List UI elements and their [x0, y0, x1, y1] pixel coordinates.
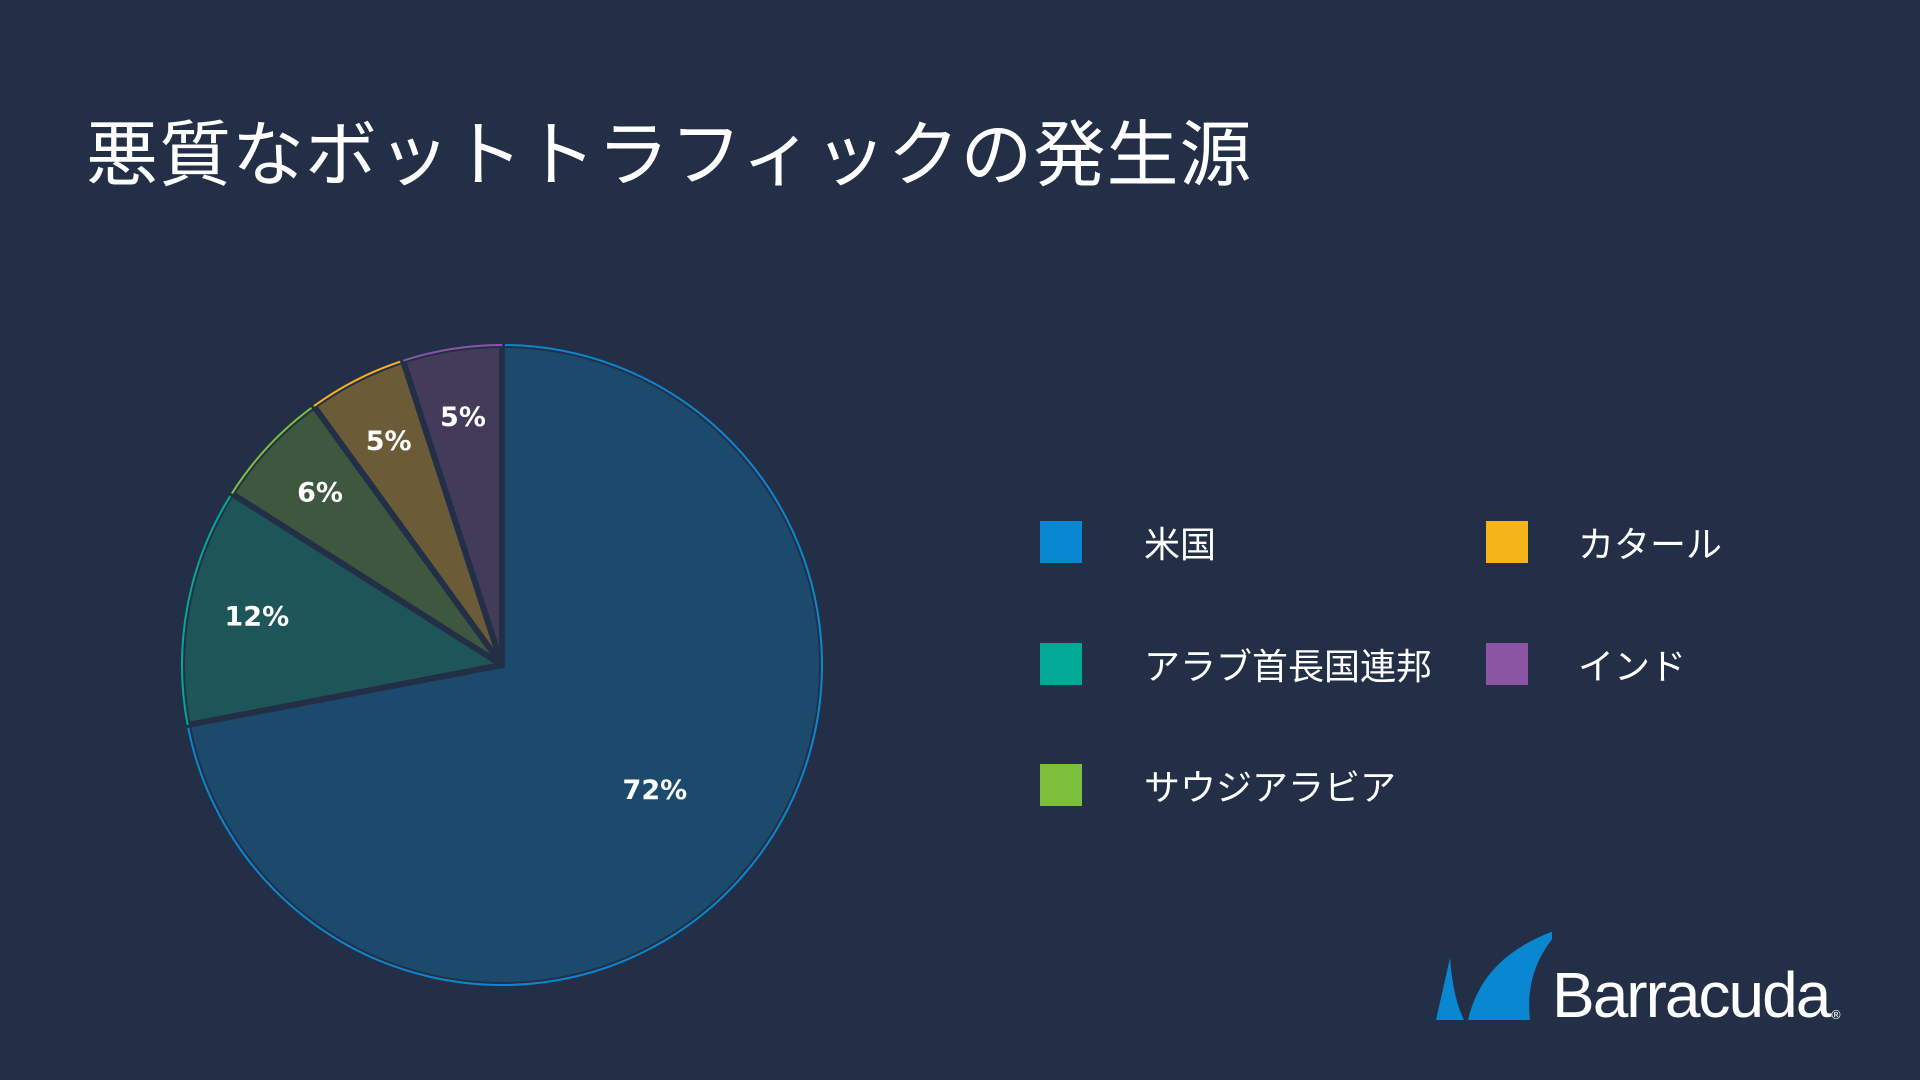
registered-mark: ®: [1830, 1008, 1842, 1022]
pie-slice-edge-india: [402, 344, 503, 362]
pie-slice-edge-uae: [181, 492, 233, 726]
pie-label-usa: 72%: [623, 775, 688, 806]
legend-item-usa: 米国: [1040, 520, 1216, 566]
legend-label-saudi-arabia: サウジアラビア: [1144, 768, 1397, 809]
legend-item-qatar: カタール: [1486, 520, 1722, 566]
pie-slice-edge-qatar: [313, 359, 404, 407]
legend-label-qatar: カタール: [1578, 525, 1723, 566]
pie-label-uae: 12%: [225, 602, 290, 633]
legend-label-india: インド: [1578, 647, 1687, 688]
legend-swatch-qatar: [1486, 521, 1528, 563]
pie-slice-edge-saudi-arabia: [230, 405, 315, 495]
legend-swatch-usa: [1040, 521, 1082, 563]
legend-label-uae: アラブ首長国連邦: [1144, 647, 1433, 688]
legend-swatch-india: [1486, 643, 1528, 685]
pie-label-saudi-arabia: 6%: [297, 478, 343, 509]
pie-label-qatar: 5%: [366, 426, 412, 457]
legend-item-saudi-arabia: サウジアラビア: [1040, 763, 1396, 809]
logo-wordmark: Barracuda: [1552, 959, 1831, 1031]
barracuda-logo: Barracuda ®: [1432, 928, 1852, 1031]
chart-legend: 米国 アラブ首長国連邦 サウジアラビア カタール インド: [1040, 500, 1900, 830]
slide-title: 悪質なボットトラフィックの発生源: [86, 113, 1253, 197]
pie-label-india: 5%: [440, 402, 486, 433]
pie-chart: 72% 12% 6% 5% 5%: [179, 342, 825, 988]
shark-fin-icon: [1436, 931, 1552, 1020]
legend-item-india: インド: [1486, 642, 1686, 688]
legend-swatch-saudi-arabia: [1040, 764, 1082, 806]
pie-slice-edge-usa: [186, 344, 823, 986]
legend-item-uae: アラブ首長国連邦: [1040, 642, 1432, 688]
legend-swatch-uae: [1040, 643, 1082, 685]
pie-labels: 72% 12% 6% 5% 5%: [225, 402, 688, 806]
pie-slices: [179, 342, 825, 988]
legend-label-usa: 米国: [1144, 525, 1217, 566]
